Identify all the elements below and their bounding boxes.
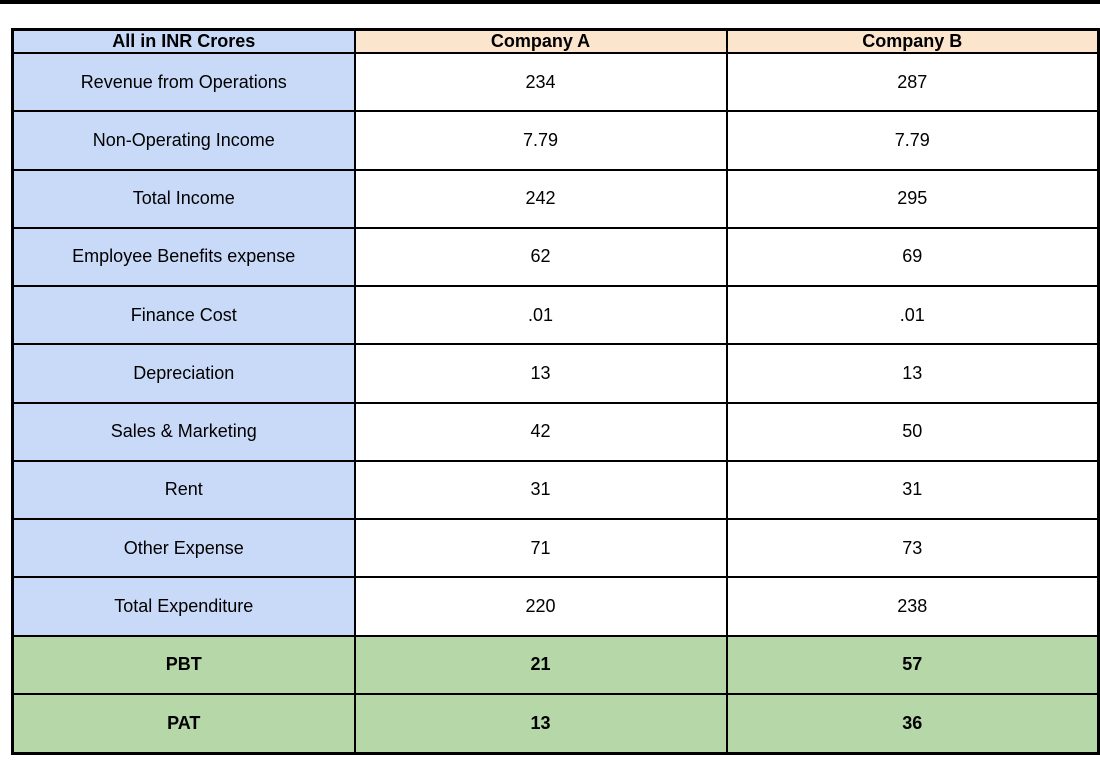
row-label: Finance Cost xyxy=(11,285,356,346)
value-company-b: 57 xyxy=(725,634,1100,695)
value-company-b: 69 xyxy=(725,226,1100,288)
table-row-other-expense: Other Expense 71 73 xyxy=(11,518,1100,579)
value-company-b: 31 xyxy=(725,459,1100,521)
table-row-non-operating-income: Non-Operating Income 7.79 7.79 xyxy=(11,110,1100,171)
value-company-a: 42 xyxy=(353,401,728,462)
header-cell-company-b: Company B xyxy=(725,28,1100,54)
row-label: Non-Operating Income xyxy=(11,110,356,171)
row-label: PAT xyxy=(11,692,356,755)
value-company-a: 21 xyxy=(353,634,728,695)
value-company-a: 62 xyxy=(353,226,728,288)
row-label: Depreciation xyxy=(11,343,356,404)
row-label: Total Expenditure xyxy=(11,576,356,637)
value-company-b: 238 xyxy=(725,576,1100,637)
table-row-finance-cost: Finance Cost .01 .01 xyxy=(11,285,1100,346)
value-company-b: 50 xyxy=(725,401,1100,462)
value-company-a: 234 xyxy=(353,51,728,113)
value-company-a: 71 xyxy=(353,518,728,579)
header-row: All in INR Crores Company A Company B xyxy=(11,28,1100,54)
header-cell-company-a: Company A xyxy=(353,28,728,54)
financial-comparison-table: All in INR Crores Company A Company B Re… xyxy=(11,28,1100,755)
value-company-a: 13 xyxy=(353,692,728,755)
value-company-b: 7.79 xyxy=(725,110,1100,171)
value-company-a: 7.79 xyxy=(353,110,728,171)
row-label: Sales & Marketing xyxy=(11,401,356,462)
value-company-a: .01 xyxy=(353,285,728,346)
value-company-b: 73 xyxy=(725,518,1100,579)
row-label: Rent xyxy=(11,459,356,521)
value-company-a: 13 xyxy=(353,343,728,404)
value-company-b: .01 xyxy=(725,285,1100,346)
row-label: Revenue from Operations xyxy=(11,51,356,113)
top-border-line xyxy=(0,0,1100,4)
table-row-total-income: Total Income 242 295 xyxy=(11,168,1100,229)
row-label: Total Income xyxy=(11,168,356,229)
table-row-pat: PAT 13 36 xyxy=(11,692,1100,755)
header-cell-metric: All in INR Crores xyxy=(11,28,356,54)
value-company-a: 220 xyxy=(353,576,728,637)
value-company-b: 36 xyxy=(725,692,1100,755)
value-company-b: 13 xyxy=(725,343,1100,404)
table-row-revenue-from-operations: Revenue from Operations 234 287 xyxy=(11,51,1100,113)
value-company-a: 242 xyxy=(353,168,728,229)
table-row-rent: Rent 31 31 xyxy=(11,459,1100,521)
table-row-depreciation: Depreciation 13 13 xyxy=(11,343,1100,404)
row-label: PBT xyxy=(11,634,356,695)
row-label: Other Expense xyxy=(11,518,356,579)
value-company-a: 31 xyxy=(353,459,728,521)
table-row-total-expenditure: Total Expenditure 220 238 xyxy=(11,576,1100,637)
table-row-sales-and-marketing: Sales & Marketing 42 50 xyxy=(11,401,1100,462)
value-company-b: 287 xyxy=(725,51,1100,113)
row-label: Employee Benefits expense xyxy=(11,226,356,288)
table-row-employee-benefits-expense: Employee Benefits expense 62 69 xyxy=(11,226,1100,288)
value-company-b: 295 xyxy=(725,168,1100,229)
table-row-pbt: PBT 21 57 xyxy=(11,634,1100,695)
